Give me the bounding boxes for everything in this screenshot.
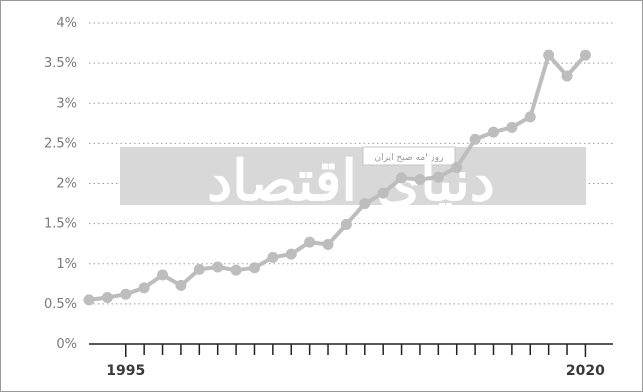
watermark: روزنامه صبح ایران دنیای اقتصاد (120, 146, 586, 214)
data-point (396, 172, 408, 184)
y-tick-label: 3% (56, 96, 77, 111)
data-point (193, 263, 205, 275)
watermark-badge (362, 146, 456, 166)
data-point (230, 264, 242, 276)
x-tick-label: 2020 (566, 363, 605, 379)
watermark-logo-text: دنیای اقتصاد (207, 148, 495, 214)
data-point (304, 236, 316, 248)
data-point (414, 173, 426, 185)
data-point (487, 126, 499, 138)
data-point (101, 291, 113, 303)
x-tick-labels: 1995 2020 (106, 363, 605, 379)
y-tick-label: 3.5% (44, 56, 77, 71)
y-tick-label: 0% (56, 337, 77, 352)
data-point (120, 288, 132, 300)
data-point (377, 187, 389, 199)
data-point (506, 121, 518, 133)
data-point (285, 248, 297, 260)
data-point (267, 251, 279, 263)
data-point (83, 294, 95, 306)
y-tick-label: 2.5% (44, 136, 77, 151)
x-tick-label: 1995 (106, 363, 145, 379)
y-tick-label: 1.5% (44, 217, 77, 232)
data-point (138, 282, 150, 294)
y-tick-labels: 0% 0.5% 1% 1.5% 2% 2.5% 3% 3.5% 4% (44, 16, 77, 352)
watermark-band (120, 147, 586, 205)
data-point (543, 49, 555, 61)
watermark-badge-text: روزنامه صبح ایران (375, 153, 444, 163)
series-group (83, 49, 591, 306)
data-point (524, 111, 536, 123)
data-point (469, 133, 481, 145)
data-point (359, 198, 371, 210)
data-point (561, 70, 573, 82)
y-tick-label: 0.5% (44, 297, 77, 312)
data-point (212, 261, 224, 273)
data-point (248, 262, 260, 274)
y-tick-label: 1% (56, 257, 77, 272)
data-point (175, 279, 187, 291)
data-point (432, 171, 444, 183)
data-point (579, 49, 591, 61)
data-point (340, 218, 352, 230)
x-axis (89, 343, 613, 357)
series-line (87, 53, 588, 302)
data-point (157, 269, 169, 281)
data-point (322, 238, 334, 250)
y-tick-label: 2% (56, 177, 77, 192)
y-tick-label: 4% (56, 16, 77, 31)
data-point (451, 161, 463, 173)
